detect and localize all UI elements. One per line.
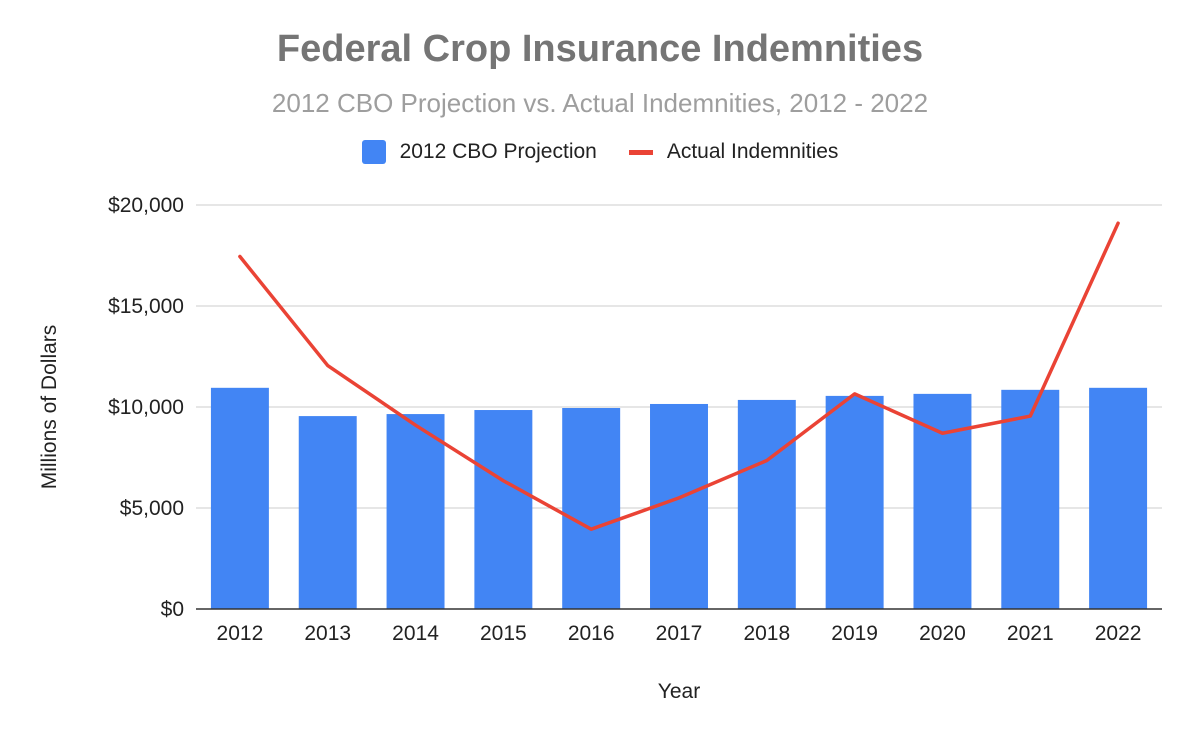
x-tick-label: 2022 — [1095, 622, 1142, 645]
axes: $0 $5,000 $10,000 $15,000 $20,000 2012 2013 201… — [108, 194, 1162, 645]
legend-item-actual[interactable]: Actual Indemnities — [628, 140, 839, 164]
bar-2013[interactable] — [298, 416, 357, 609]
x-tick-label: 2017 — [656, 622, 703, 645]
x-tick-label: 2018 — [743, 622, 790, 645]
bar-2012[interactable] — [210, 387, 269, 609]
y-tick-label: $0 — [161, 598, 184, 621]
legend: 2012 CBO Projection Actual Indemnities — [0, 140, 1200, 164]
bar-2021[interactable] — [1001, 389, 1060, 609]
chart-subtitle: 2012 CBO Projection vs. Actual Indemniti… — [271, 88, 929, 118]
x-tick-label: 2013 — [304, 622, 351, 645]
y-tick-label: $10,000 — [108, 396, 184, 419]
bars-projection — [210, 387, 1148, 609]
x-tick-label: 2019 — [831, 622, 878, 645]
bar-2015[interactable] — [474, 410, 533, 609]
x-tick-label: 2012 — [217, 622, 264, 645]
bar-2018[interactable] — [737, 399, 796, 609]
y-tick-label: $20,000 — [108, 194, 184, 217]
y-axis-title: Millions of Dollars — [38, 325, 61, 490]
bar-2019[interactable] — [825, 395, 884, 609]
x-tick-label: 2020 — [919, 622, 966, 645]
legend-label-actual: Actual Indemnities — [666, 140, 839, 163]
legend-item-projection[interactable]: 2012 CBO Projection — [361, 140, 597, 164]
line-actual — [238, 221, 1120, 531]
chart-title: Federal Crop Insurance Indemnities — [276, 28, 924, 70]
bar-2016[interactable] — [562, 408, 621, 609]
x-tick-label: 2015 — [480, 622, 527, 645]
legend-label-projection: 2012 CBO Projection — [399, 140, 597, 163]
x-tick-label: 2016 — [568, 622, 615, 645]
legend-swatch-projection — [361, 140, 386, 164]
bar-2022[interactable] — [1089, 387, 1148, 609]
x-tick-label: 2014 — [392, 622, 439, 645]
bar-2014[interactable] — [386, 414, 445, 609]
x-tick-label: 2021 — [1007, 622, 1054, 645]
y-tick-label: $15,000 — [108, 295, 184, 318]
bar-2020[interactable] — [913, 393, 972, 609]
y-tick-label: $5,000 — [120, 497, 184, 520]
x-axis-title: Year — [658, 680, 700, 703]
legend-swatch-actual — [628, 149, 653, 155]
